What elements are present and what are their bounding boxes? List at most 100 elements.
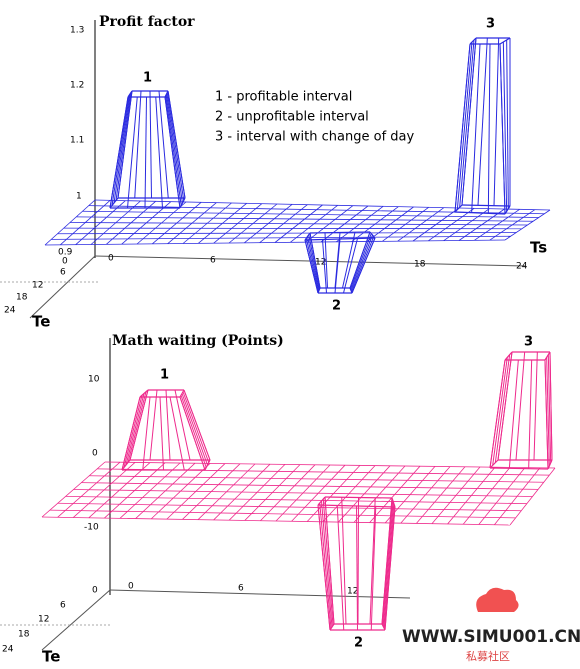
wireframe-line: [381, 497, 393, 625]
wireframe-line: [499, 37, 511, 45]
wireframe-line: [547, 459, 553, 470]
wireframe-line: [454, 43, 471, 213]
wireframe-line: [113, 93, 131, 204]
wireframe-line: [182, 391, 210, 463]
marker: 1: [160, 368, 169, 383]
wireframe-line: [502, 41, 508, 212]
ts-tick: 12: [347, 587, 358, 597]
wireframe-line: [508, 359, 519, 469]
marker: 2: [354, 636, 363, 651]
wireframe-line: [461, 37, 477, 206]
z-tick: 1.3: [70, 26, 84, 36]
ts-axis: [109, 589, 411, 599]
z-tick: 0: [92, 586, 98, 596]
wireframe-line: [343, 238, 358, 294]
wireframe-line: [57, 502, 522, 512]
wireframe-line: [351, 237, 376, 294]
wireframe-line: [73, 489, 533, 497]
z-tick: 1.2: [70, 81, 84, 91]
z-tick: 0: [92, 449, 98, 459]
top-plot: Profit factor 1.3 1.2 1.1 1 0.9 0 0 6 12…: [0, 14, 551, 331]
wireframe-line: [324, 232, 328, 289]
wireframe-line: [127, 391, 147, 463]
wireframe-line: [322, 239, 327, 294]
wireframe-line: [370, 506, 377, 631]
wireframe-line: [504, 351, 513, 361]
wireframe-line: [158, 90, 169, 199]
wireframe-line: [69, 222, 528, 226]
wireframe-line: [454, 211, 506, 215]
wireframe-line: [456, 41, 473, 210]
wireframe-line: [351, 236, 375, 292]
wireframe-line: [506, 39, 509, 209]
wireframe-line: [350, 233, 372, 290]
te-tick: 18: [18, 630, 30, 640]
wireframe-line: [115, 92, 132, 201]
z-tick: 1: [76, 192, 82, 202]
wireframe-line: [41, 516, 511, 526]
wireframe-line: [308, 234, 320, 290]
te-tick: 24: [4, 306, 16, 316]
wireframe-line: [471, 43, 481, 213]
wireframe-line: [544, 351, 551, 361]
wireframe-line: [317, 504, 331, 631]
wireframe-line: [167, 90, 186, 199]
wireframe-line: [528, 359, 533, 469]
wireframe-line: [384, 506, 396, 631]
wireframe-line: [369, 497, 376, 625]
ts-tick: 18: [414, 260, 426, 270]
wireframe-line: [104, 461, 556, 469]
wireframe-line: [321, 500, 333, 628]
z-tick: 10: [88, 375, 100, 385]
wireframe-line: [546, 357, 550, 467]
wireframe-line: [109, 96, 129, 209]
wireframe-line: [305, 238, 319, 292]
wireframe-line: [180, 395, 207, 468]
wireframe-line: [125, 393, 145, 466]
te-tick: 12: [32, 281, 43, 291]
te-tick: 18: [16, 293, 28, 303]
wireframe-line: [51, 235, 511, 240]
wireframe-line: [477, 37, 488, 206]
wireframe-line: [166, 92, 185, 201]
wireframe-line: [183, 389, 211, 461]
wireframe-line: [134, 90, 142, 199]
wireframe-line: [357, 497, 359, 625]
wireframe-line: [169, 396, 185, 471]
wireframe-line: [304, 239, 319, 294]
legend-item: 2 - unprofitable interval: [215, 110, 369, 125]
wireframe-line: [382, 500, 394, 626]
wireframe-line: [174, 389, 191, 461]
wireframe-line: [356, 505, 358, 631]
wireframe-line: [493, 37, 500, 206]
watermark-sub: 私募社区: [466, 649, 510, 663]
wireframe-line: [334, 232, 341, 289]
wireframe-line: [89, 475, 544, 483]
wireframe-line: [383, 504, 395, 629]
wireframe-line: [165, 389, 171, 461]
wireframe-line: [459, 39, 475, 208]
wireframe-line: [350, 234, 373, 291]
wireframe-line: [123, 395, 143, 468]
te-tick: 12: [38, 615, 49, 625]
wireframe-line: [309, 232, 321, 289]
wireframe-line: [499, 43, 506, 215]
title: Math waiting (Points): [112, 333, 284, 349]
ts-tick: 0: [128, 582, 134, 592]
te-tick: 24: [2, 645, 14, 655]
te-axis: [41, 589, 111, 651]
wireframe-line: [57, 232, 517, 235]
ts-tick: 24: [516, 262, 528, 272]
wireframe-line: [487, 43, 491, 214]
marker: 3: [486, 17, 495, 32]
wireframe-line: [349, 231, 371, 289]
wireframe-line: [149, 389, 158, 461]
wireframe-line: [533, 351, 538, 461]
wireframe-line: [454, 204, 463, 213]
wireframe-line: [63, 227, 522, 230]
ts-tick: 6: [238, 584, 244, 594]
marker: 1: [143, 71, 152, 86]
wireframe-line: [341, 497, 347, 625]
te-tick: 6: [60, 268, 66, 278]
